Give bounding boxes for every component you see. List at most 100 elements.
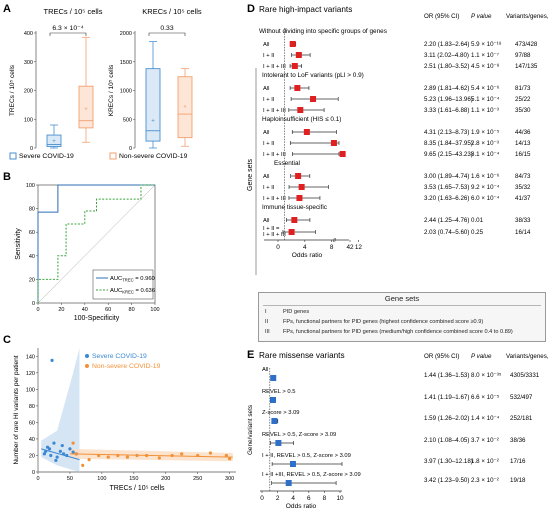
- variants-genes: 252/181: [510, 415, 533, 422]
- y-axis-label: TRECs / 10⁵ cells: [9, 64, 16, 116]
- box-mean-marker: +: [52, 139, 56, 145]
- legend-sub: KREC: [122, 290, 134, 295]
- or-ci-value: 1.59 (1.26–2.02): [424, 415, 469, 422]
- scatter-point: [71, 450, 75, 454]
- legend-main: AUC: [110, 288, 122, 294]
- legend-label: Severe COVID-19: [92, 353, 147, 360]
- p-value: 0.01: [471, 217, 484, 224]
- or-marker: [271, 418, 278, 424]
- legend-label: Non-severe COVID-19: [92, 363, 161, 370]
- row-label: I + II: [263, 97, 275, 103]
- subgroup-header: Without dividing into specific groups of…: [259, 28, 387, 35]
- x-tick-label: 20: [58, 307, 64, 313]
- gene-sets-divider: [263, 305, 541, 306]
- x-tick-label: 0: [36, 307, 39, 313]
- x-tick-label: 100: [97, 476, 106, 482]
- gene-sets-legend-box: Gene sets I PID genes II FPs, functional p…: [258, 292, 546, 342]
- or-ci-value: 2.03 (0.74–5.60): [424, 229, 469, 236]
- col-header-variants: Variants/genes, #: [506, 13, 550, 20]
- or-ci-value: 3.11 (2.02–4.80): [424, 52, 469, 59]
- or-ci-value: 8.35 (1.84–37.95): [424, 140, 473, 147]
- panel-title: Rare high-impact variants: [259, 5, 352, 14]
- p-value: 4.5 × 10⁻⁸: [471, 63, 500, 70]
- p-value-label: 0.33: [160, 25, 173, 32]
- gene-set-row-ii: II FPs, functional partners for PID genes…: [265, 319, 483, 325]
- col-header-or: OR (95% CI): [424, 13, 459, 20]
- or-marker: [291, 63, 298, 69]
- variants-genes: 35/32: [515, 184, 531, 191]
- legend-main: AUC: [110, 276, 122, 282]
- p-value: 2.3 × 10⁻²: [471, 477, 499, 484]
- scatter-point: [125, 455, 130, 459]
- or-marker: [294, 85, 301, 91]
- variants-genes: 14/13: [515, 140, 531, 147]
- row-label: REVEL > 0.5, Z-score > 3.09: [262, 432, 336, 438]
- legend-label: Non-severe COVID-19: [119, 153, 188, 160]
- x-tick-label: 12: [355, 244, 363, 251]
- scatter-point: [157, 456, 161, 460]
- or-ci-value: 2.44 (1.25–4.76): [424, 217, 469, 224]
- box-iqr: [177, 76, 193, 139]
- scatter-point: [55, 455, 59, 459]
- variants-genes: 25/22: [515, 96, 531, 103]
- or-ci-value: 2.10 (1.08–4.05): [424, 437, 469, 444]
- or-ci-value: 1.41 (1.19–1.67): [424, 394, 469, 401]
- regression-line: [41, 448, 80, 461]
- y-axis-label: Gene sets: [247, 159, 254, 191]
- p-value: 1.1 × 10⁻⁷: [471, 52, 499, 59]
- p-value: 3.7 × 10⁻²: [471, 437, 499, 444]
- panel-a-boxplots: TRECs / 10⁵ cells 0 100 200 300 400 TRECs / 10…: [9, 7, 202, 160]
- variants-genes: 16/15: [515, 151, 531, 158]
- scatter-point: [42, 452, 46, 456]
- y-tick-label: 60: [29, 420, 35, 426]
- y-tick-label: 60: [29, 230, 35, 236]
- severe-confidence-band: [41, 348, 80, 472]
- or-marker: [270, 375, 277, 381]
- x-tick-label: 60: [105, 307, 111, 313]
- or-marker: [298, 184, 305, 190]
- p-value-label: 6.3 × 10⁻⁴: [52, 25, 83, 32]
- row-label: I + II, REVEL > 0.5, Z-score > 3.09: [262, 453, 351, 459]
- y-tick-label: 80: [29, 404, 35, 410]
- legend-swatch: [9, 152, 17, 160]
- or-marker: [288, 229, 295, 235]
- or-marker: [339, 151, 346, 157]
- x-tick-label: 80: [129, 307, 135, 313]
- or-marker: [297, 107, 304, 113]
- legend-value: = 0.636: [134, 288, 155, 294]
- legend-marker: [85, 364, 89, 368]
- legend-marker: [85, 354, 89, 358]
- box-iqr: [78, 85, 94, 129]
- or-ci-value: 3.33 (1.61–6.88): [424, 107, 469, 114]
- axis-break: //: [333, 238, 337, 244]
- x-axis-label: Odds ratio: [292, 252, 323, 259]
- y-tick-label: 500: [123, 117, 132, 123]
- row-label: I + II + III: [263, 64, 286, 70]
- or-ci-value: 1.44 (1.36–1.53): [424, 372, 469, 379]
- scatter-point: [228, 457, 232, 461]
- y-tick-label: 80: [29, 207, 35, 213]
- gene-set-num: I: [265, 309, 267, 315]
- x-tick-label: 10: [336, 495, 344, 502]
- y-axis-label: Gene/variant sets: [247, 405, 254, 455]
- row-label: I + II + III: [263, 152, 286, 158]
- x-tick-label: 0: [36, 476, 39, 482]
- p-value: 8.0 × 10⁻³⁵: [471, 372, 502, 379]
- regression-line: [69, 453, 233, 458]
- variants-genes: 35/30: [515, 107, 531, 114]
- legend-swatch: [109, 152, 117, 160]
- box-iqr: [145, 68, 161, 142]
- or-ci-value: 2.20 (1.83–2.64): [424, 41, 469, 48]
- or-marker: [285, 480, 292, 486]
- or-marker: [303, 129, 310, 135]
- scatter-point: [60, 443, 64, 448]
- x-tick-label: 42: [346, 244, 354, 251]
- or-ci-value: 5.23 (1.96–13.96): [424, 96, 473, 103]
- row-label: All: [263, 42, 269, 48]
- x-tick-label: 250: [193, 476, 202, 482]
- variants-genes: 473/428: [515, 41, 538, 48]
- y-tick-label: 40: [29, 437, 35, 443]
- col-header-or: OR (95% CI): [424, 353, 459, 360]
- p-value: 1.6 × 10⁻⁶: [471, 173, 500, 180]
